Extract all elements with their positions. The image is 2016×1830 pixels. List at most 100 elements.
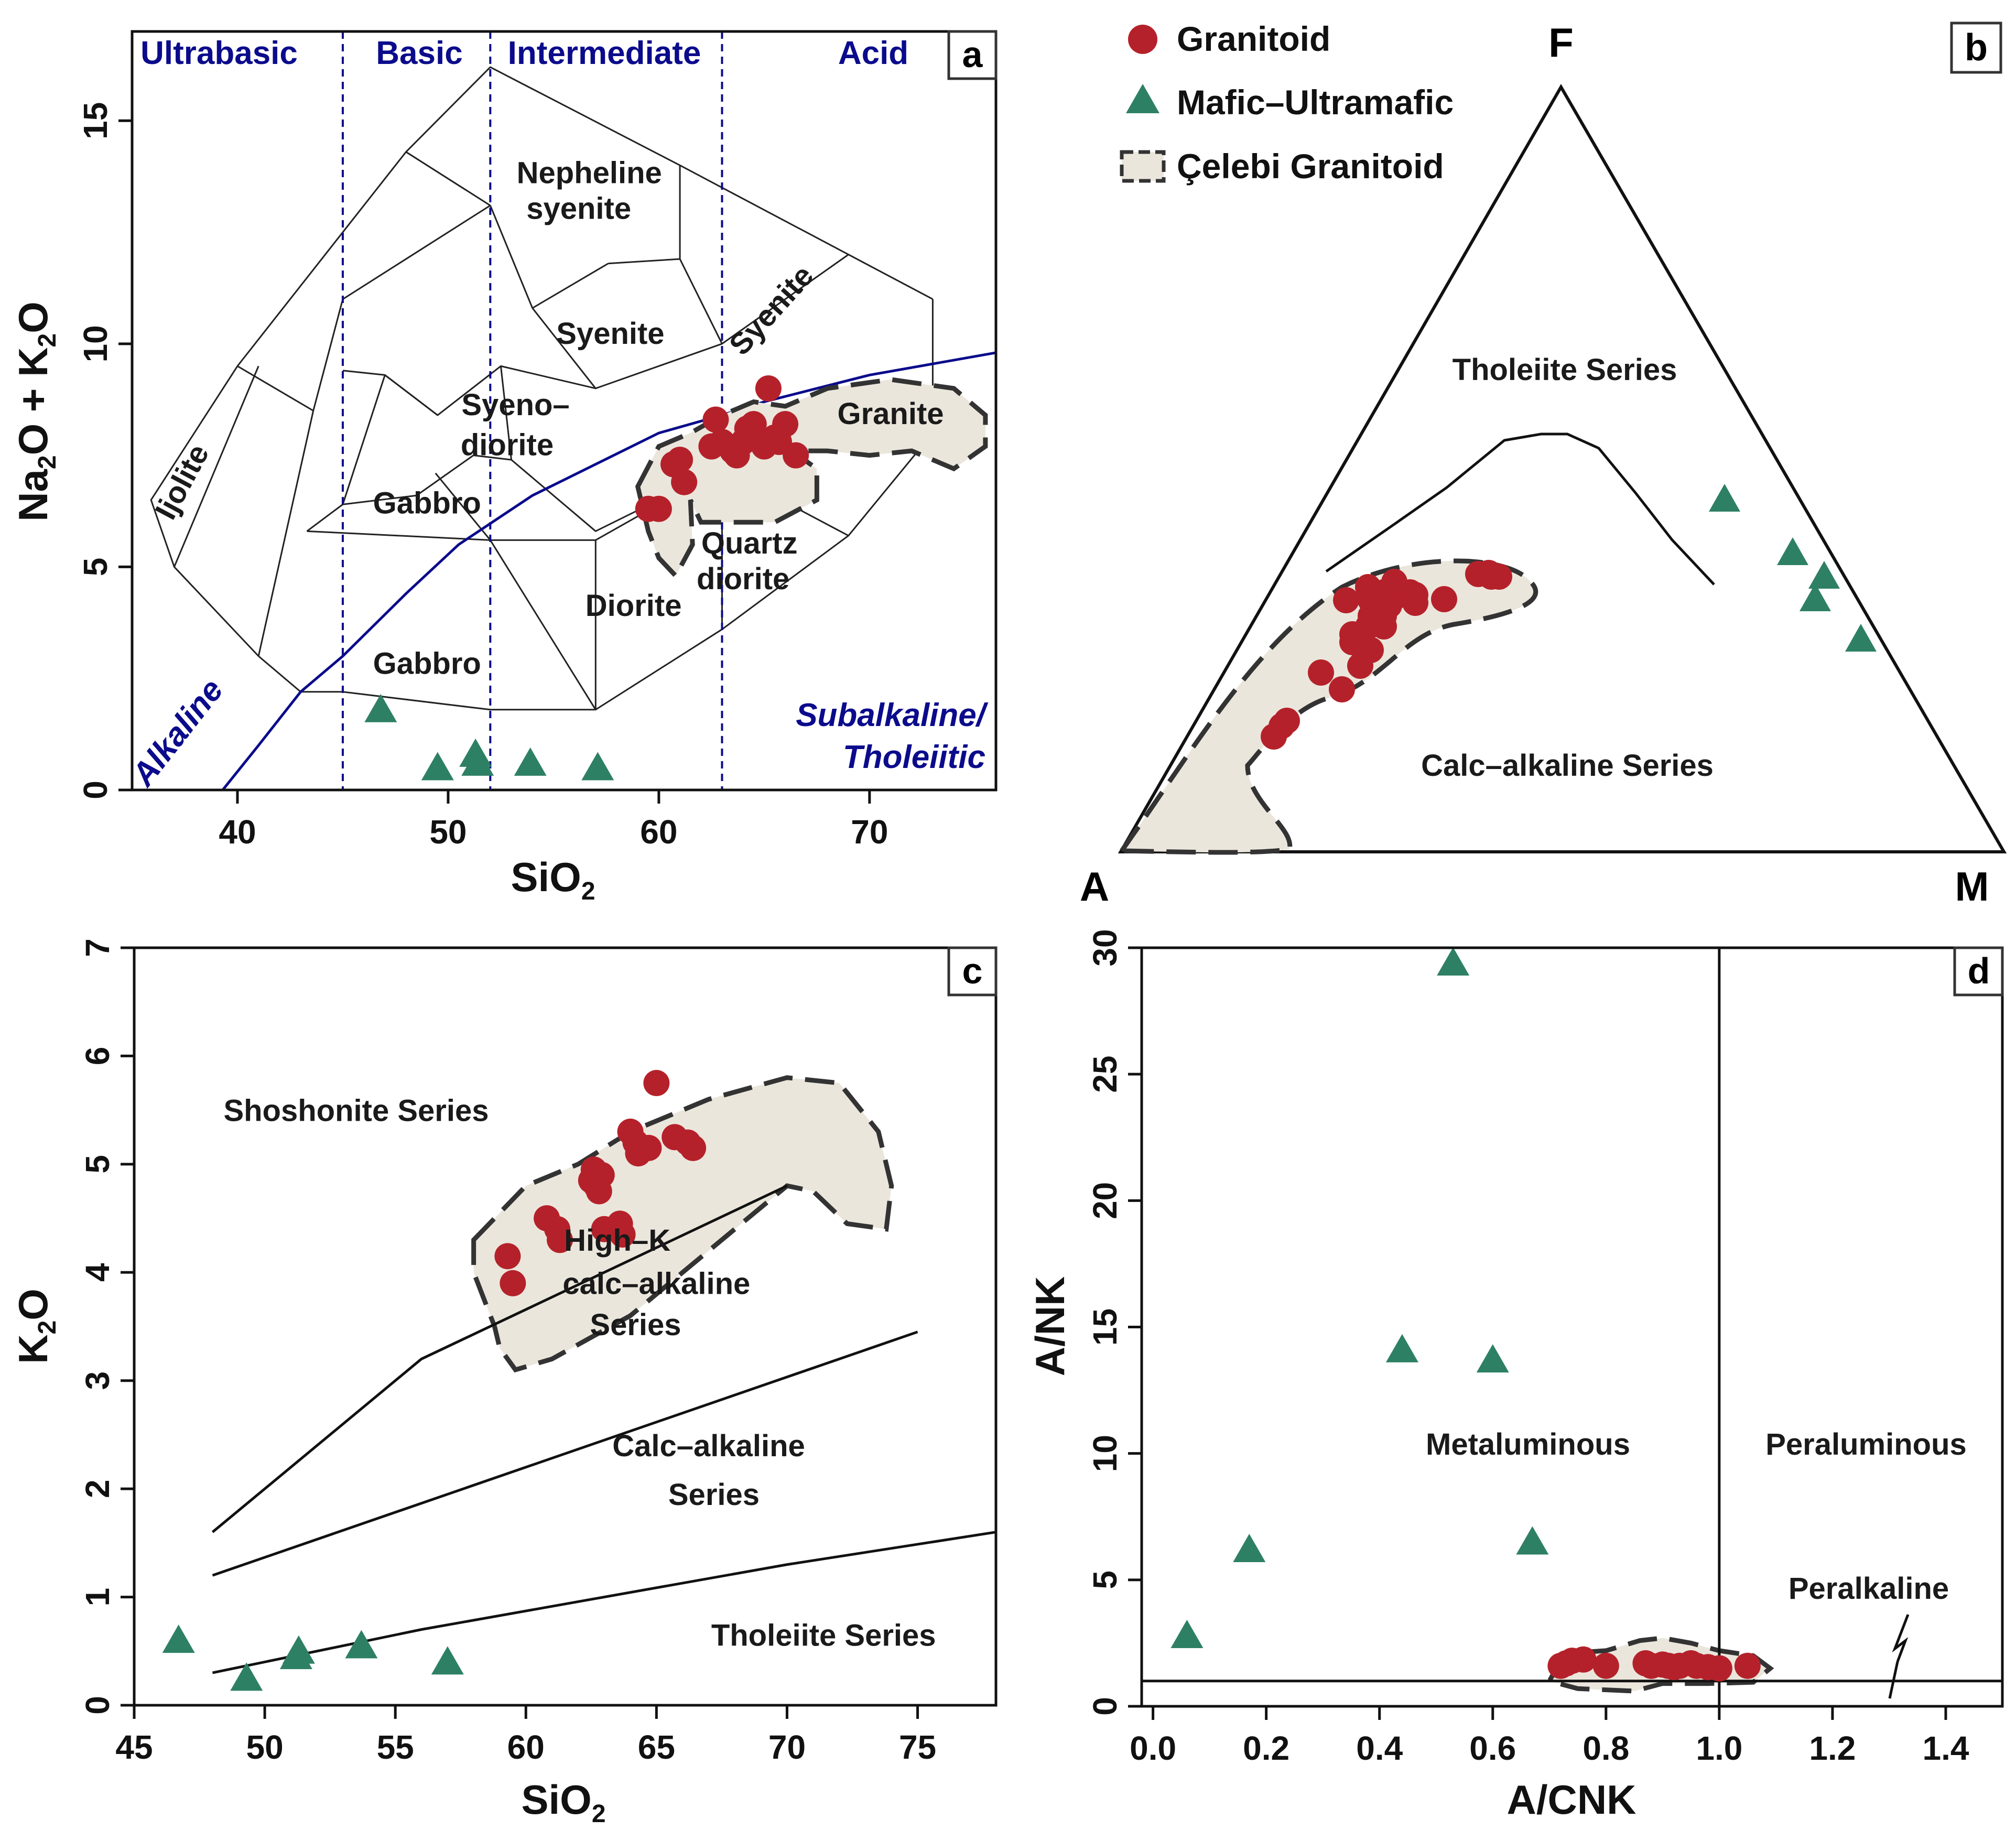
granitoid-point	[1274, 708, 1300, 734]
granitoid-point	[1308, 659, 1334, 686]
legend-granitoid-marker	[1128, 25, 1157, 54]
field-label: Nepheline	[517, 156, 662, 190]
x-tick-label: 75	[899, 1728, 936, 1766]
granitoid-point	[755, 375, 782, 402]
field-label: Series	[590, 1308, 681, 1342]
mafic-point	[581, 752, 614, 781]
y-tick-label: 0	[77, 781, 114, 799]
y-axis-title-d: A/NK	[1027, 1276, 1073, 1377]
mafic-point	[431, 1646, 464, 1675]
field-label: High–K	[564, 1223, 670, 1258]
mafic-point	[1800, 583, 1831, 611]
tas-field-boundary	[384, 374, 438, 416]
granitoid-point	[1333, 587, 1359, 613]
y-axis-title-c: K2O	[10, 1288, 61, 1364]
x-tick-label: 45	[115, 1728, 153, 1766]
mafic-point	[461, 747, 494, 776]
panel-label-box-c	[947, 946, 998, 997]
panel-label-b: b	[1965, 27, 1988, 69]
mafic-point	[1233, 1533, 1266, 1562]
label-tholeiitic: Tholeiitic	[843, 739, 985, 775]
granitoid-point	[680, 1134, 707, 1161]
x-tick-label: 0.2	[1243, 1729, 1289, 1767]
x-tick-label: 55	[377, 1728, 414, 1766]
highk-boundary	[212, 1330, 918, 1577]
tas-field-boundary	[312, 299, 344, 411]
mafic-point	[1516, 1526, 1549, 1555]
field-label: Series	[668, 1478, 760, 1512]
tas-field-boundary	[679, 258, 723, 344]
field-label: Gabbro	[373, 647, 481, 681]
mafic-point	[1808, 561, 1840, 589]
tas-field-boundary	[150, 66, 934, 657]
granitoid-point	[1358, 637, 1384, 663]
y-tick-label: 2	[79, 1479, 116, 1498]
field-label: calc–alkaline	[562, 1267, 750, 1301]
granitoid-point	[1431, 586, 1457, 612]
y-tick-label: 5	[79, 1155, 116, 1174]
vertex-a: A	[1080, 863, 1109, 909]
panel-c-k2o-chart: Shoshonite Series High–K calc–alkaline Seri…	[10, 938, 998, 1828]
y-tick-label: 6	[79, 1047, 116, 1066]
x-tick-label: 0.4	[1356, 1729, 1403, 1767]
granitoid-point	[547, 1227, 573, 1253]
panel-a-frame	[131, 30, 998, 792]
mafic-point	[1709, 484, 1740, 512]
legend-granitoid: Granitoid	[1177, 19, 1330, 58]
mafic-point	[162, 1625, 195, 1653]
divider-label-intermediate: Intermediate	[508, 35, 701, 71]
granitoid-point	[1592, 1652, 1619, 1679]
granitoid-point	[1570, 1646, 1597, 1673]
panel-label-c: c	[962, 950, 983, 991]
celebi-field-c	[471, 1075, 894, 1373]
y-tick-label: 30	[1086, 929, 1124, 966]
panel-label-box-a	[947, 30, 998, 80]
y-tick-label: 7	[79, 938, 116, 957]
panel-label-box-d	[1953, 946, 2004, 997]
tholeiite-boundary	[212, 1531, 996, 1674]
tas-field-boundary	[490, 539, 597, 710]
granitoid-point	[1402, 582, 1428, 608]
tas-field-boundary	[532, 263, 609, 309]
y-axis-title-a: Na2O + K2O	[10, 301, 61, 522]
field-label: syenite	[526, 191, 631, 225]
mafic-point	[1385, 1334, 1418, 1362]
x-tick-label: 1.0	[1696, 1729, 1742, 1767]
x-tick-label: 1.2	[1809, 1729, 1856, 1767]
tholeiite-calcalkaline-boundary	[1325, 432, 1715, 586]
tas-field-boundary	[500, 366, 513, 460]
mafic-point	[1476, 1344, 1509, 1373]
granitoid-point	[667, 447, 693, 473]
panel-a-tas-chart: Ijolite GabbroGabbroDioriteSyeno–dioriteS…	[10, 30, 998, 905]
granitoid-point	[1478, 564, 1504, 590]
granitoid-point	[588, 1162, 615, 1188]
x-tick-label: 1.4	[1922, 1729, 1969, 1767]
panel-label-d: d	[1968, 950, 1990, 991]
panel-b-afm-chart: b Granitoid Mafic–Ultramafic Çelebi Gran…	[1080, 19, 2007, 909]
field-peralkaline: Peralkaline	[1789, 1572, 1949, 1606]
divider-label-ultrabasic: Ultrabasic	[140, 35, 298, 71]
x-tick-label: 50	[246, 1728, 283, 1766]
granitoid-point	[772, 411, 799, 438]
x-tick-label: 65	[638, 1728, 675, 1766]
celebi-field-b	[1117, 558, 1538, 855]
y-tick-label: 5	[77, 558, 114, 577]
y-tick-label: 20	[1086, 1182, 1124, 1219]
y-tick-label: 15	[77, 102, 114, 139]
panel-label-box-b	[1950, 21, 2002, 74]
shoshonite-boundary	[211, 1184, 788, 1533]
divider-label-basic: Basic	[376, 35, 462, 71]
granitoid-point	[643, 1070, 670, 1097]
field-peraluminous: Peraluminous	[1765, 1427, 1967, 1461]
x-tick-label: 60	[507, 1728, 545, 1766]
tas-field-boundary	[608, 258, 680, 265]
field-label: Syeno–	[461, 388, 569, 422]
y-tick-label: 1	[79, 1588, 116, 1607]
y-tick-label: 25	[1086, 1056, 1124, 1093]
axis-break-icon	[1888, 1614, 1910, 1699]
x-axis-title-d: A/CNK	[1507, 1777, 1636, 1823]
panel-d-anck-chart: 0.0 0.2 0.4 0.6 0.8 1.0 1.2 1.4 0 5 10 15 20 25 30 Met…	[1027, 929, 2004, 1823]
x-tick-label: 0.8	[1583, 1729, 1629, 1767]
mafic-point	[1845, 624, 1877, 652]
